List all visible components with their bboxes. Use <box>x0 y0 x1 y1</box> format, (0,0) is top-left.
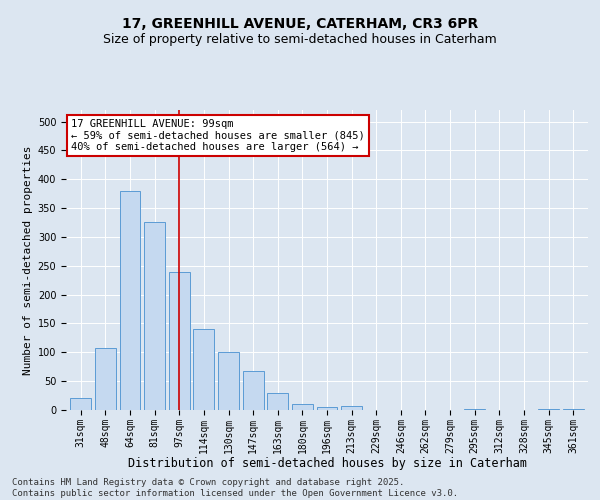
Bar <box>464 409 485 410</box>
Bar <box>218 352 239 410</box>
Bar <box>70 398 91 410</box>
Bar <box>144 222 165 410</box>
Bar <box>193 329 214 410</box>
Text: 17 GREENHILL AVENUE: 99sqm
← 59% of semi-detached houses are smaller (845)
40% o: 17 GREENHILL AVENUE: 99sqm ← 59% of semi… <box>71 119 365 152</box>
X-axis label: Distribution of semi-detached houses by size in Caterham: Distribution of semi-detached houses by … <box>128 457 527 470</box>
Bar <box>292 404 313 410</box>
Bar <box>563 409 584 410</box>
Text: Contains HM Land Registry data © Crown copyright and database right 2025.
Contai: Contains HM Land Registry data © Crown c… <box>12 478 458 498</box>
Bar <box>317 407 337 410</box>
Bar <box>169 272 190 410</box>
Text: 17, GREENHILL AVENUE, CATERHAM, CR3 6PR: 17, GREENHILL AVENUE, CATERHAM, CR3 6PR <box>122 18 478 32</box>
Bar <box>119 191 140 410</box>
Y-axis label: Number of semi-detached properties: Number of semi-detached properties <box>23 145 34 375</box>
Text: Size of property relative to semi-detached houses in Caterham: Size of property relative to semi-detach… <box>103 32 497 46</box>
Bar <box>95 348 116 410</box>
Bar <box>341 406 362 410</box>
Bar <box>242 371 263 410</box>
Bar <box>267 392 288 410</box>
